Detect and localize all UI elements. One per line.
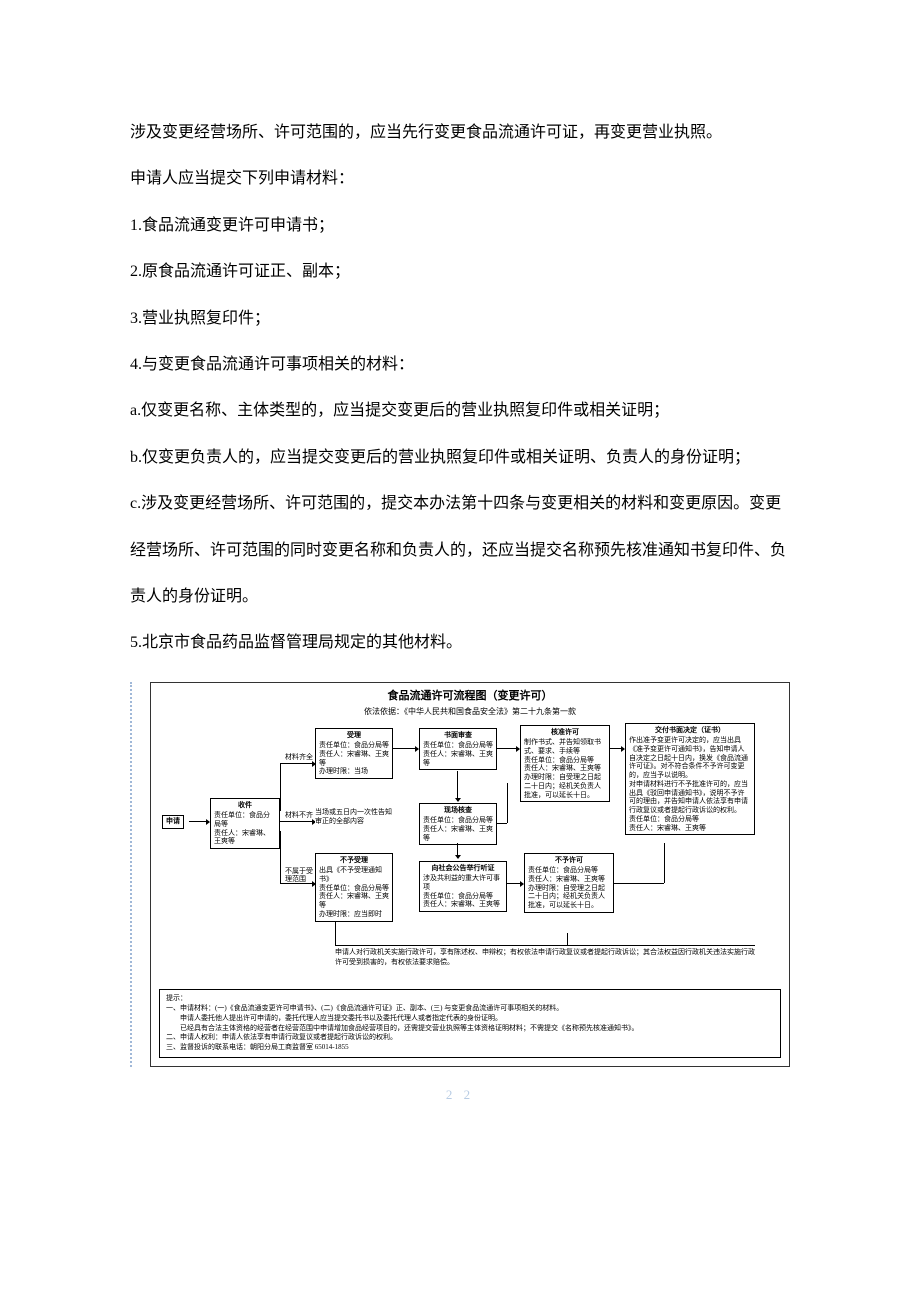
box-line: 责任人：宋睿琳、王爽等 [319, 892, 389, 909]
arrow [189, 821, 209, 822]
box-title: 不予受理 [319, 856, 389, 865]
document-body: 涉及变更经营场所、许可范围的，应当先行变更食品流通许可证，再变更营业执照。 申请… [130, 110, 790, 667]
paragraph: 申请人应当提交下列申请材料： [130, 156, 790, 202]
arrow [457, 771, 458, 801]
paragraph: 5.北京市食品药品监督管理局规定的其他材料。 [130, 620, 790, 666]
box-line: 责任单位：食品分局等 [423, 741, 493, 749]
box-line: 责任单位：食品分局等 [524, 756, 594, 764]
box-title: 交付书面决定（证书） [629, 726, 751, 735]
flowchart: 食品流通许可流程图（变更许可） 依法依据：《中华人民共和国食品安全法》第二十九条… [150, 682, 790, 1067]
paragraph: a.仅变更名称、主体类型的，应当提交变更后的营业执照复印件或相关证明； [130, 388, 790, 434]
arrow [497, 748, 519, 749]
box-doc-review: 书面审查 责任单位：食品分局等 责任人：宋睿琳、王爽等 [419, 728, 497, 770]
box-line: 责任单位：食品分局等 [629, 815, 699, 823]
flowchart-bottom-note: 申请人对行政机关实施行政许可，享有陈述权、申辩权；有权依法申请行政复议或者提起行… [335, 945, 755, 968]
line [567, 933, 568, 945]
box-line: 制作书式、并告知领取书式、要求、手续等 [524, 738, 601, 755]
arrow [610, 748, 624, 749]
box-title: 核准许可 [524, 728, 606, 737]
box-title: 受理 [319, 731, 389, 740]
arrow [305, 763, 315, 764]
box-line: 作出准予变更许可决定的，应当出具《准予变更许可通知书》，告知申请人自决定之日起十… [629, 736, 748, 779]
line [614, 883, 664, 884]
notes-line: 申请人委托他人提出许可申请的，委托代理人应当提交委托书以及委托代理人或者指定代表… [166, 1014, 774, 1024]
box-line: 办理时限：自受理之日起二十日内；经机关负责人批准，可以延长十日。 [528, 884, 605, 910]
box-line: 责任人：宋睿琳、王爽等 [629, 824, 706, 832]
box-accept: 受理 责任单位：食品分局等 责任人：宋睿琳、王爽等 办理时限：当场 [315, 728, 393, 779]
edge-label: 材料不齐 [285, 811, 313, 821]
line [507, 783, 508, 823]
box-line: 责任单位：食品分局等 [319, 884, 389, 892]
edge-label: 当场或五日内一次性告知审正的全部内容 [315, 808, 393, 825]
flowchart-container: 食品流通许可流程图（变更许可） 依法依据：《中华人民共和国食品安全法》第二十九条… [130, 682, 790, 1067]
flowchart-subtitle: 依法依据：《中华人民共和国食品安全法》第二十九条第一款 [157, 706, 783, 717]
line [497, 823, 507, 824]
notes-line: 一、申请材料：(一)《食品流通变更许可申请书》、(二)《食品流通许可证》正、副本… [166, 1004, 774, 1014]
box-approve: 核准许可 制作书式、并告知领取书式、要求、手续等 责任单位：食品分局等 责任人：… [520, 725, 610, 802]
box-line: 对申请材料进行不予批准许可的，应当出具《驳回申请通知书》，说明不予许可的理由，并… [629, 780, 748, 814]
edge-label: 不属于受理范围 [285, 868, 315, 883]
box-line: 责任人：宋睿琳、王爽等 [524, 764, 601, 772]
box-line: 责任单位：食品分局等 [319, 741, 389, 749]
box-line: 责任人：宋睿琳、王爽等 [528, 875, 605, 883]
box-line: 办理时限：应当即时 [319, 910, 382, 918]
paragraph: 涉及变更经营场所、许可范围的，应当先行变更食品流通许可证，再变更营业执照。 [130, 110, 790, 156]
paragraph: 3.营业执照复印件； [130, 296, 790, 342]
box-title: 向社会公告举行听证 [423, 864, 503, 873]
box-line: 办理时限：当场 [319, 767, 368, 775]
paragraph: 1.食品流通变更许可申请书； [130, 203, 790, 249]
box-line: 责任单位：食品分局等 [528, 866, 598, 874]
flowchart-notes: 提示： 一、申请材料：(一)《食品流通变更许可申请书》、(二)《食品流通许可证》… [159, 989, 781, 1058]
notes-head: 提示： [166, 994, 774, 1004]
flowchart-title: 食品流通许可流程图（变更许可） [157, 689, 783, 704]
box-line: 责任单位：食品分局等 [423, 816, 493, 824]
paragraph: c.涉及变更经营场所、许可范围的，提交本办法第十四条与变更相关的材料和变更原因。… [130, 481, 790, 620]
box-title: 收件 [214, 801, 276, 810]
page-number: 2 2 [130, 1087, 790, 1103]
line [664, 843, 665, 883]
box-line: 责任单位：食品分局等 [214, 811, 270, 828]
box-title: 书面审查 [423, 731, 493, 740]
paragraph: b.仅变更负责人的，应当提交变更后的营业执照复印件或相关证明、负责人的身份证明； [130, 435, 790, 481]
box-line: 责任人：宋睿琳、王爽等 [214, 829, 270, 846]
notes-line: 三、监督投诉的联系电话：朝阳分局工商监督室 65014-1855 [166, 1043, 774, 1053]
arrow [507, 883, 523, 884]
box-title: 不予许可 [528, 856, 610, 865]
box-line: 责任单位：食品分局等 [423, 892, 493, 900]
arrow [280, 883, 315, 884]
apply-label: 申请 [162, 815, 184, 829]
flowchart-grid: 申请 收件 责任单位：食品分局等 责任人：宋睿琳、王爽等 材料齐全 材料不齐 受… [157, 723, 783, 983]
box-no-accept: 不予受理 出具《不予受理通知书》 责任单位：食品分局等 责任人：宋睿琳、王爽等 … [315, 853, 393, 921]
arrow [457, 843, 458, 858]
box-line: 涉及共利益的重大许可事项 [423, 874, 500, 891]
box-line: 责任人：宋睿琳、王爽等 [319, 750, 389, 767]
notes-line: 已经具有合法主体资格的经营者在经营范围中申请增加食品经营项目的，还需提交营业执照… [166, 1024, 774, 1034]
arrow [280, 821, 315, 822]
box-receive: 收件 责任单位：食品分局等 责任人：宋睿琳、王爽等 [210, 798, 280, 849]
box-line: 办理时限：自受理之日起二十日内；经机关负责人批准，可以延长十日。 [524, 773, 601, 799]
box-site-check: 现场核查 责任单位：食品分局等 责任人：宋睿琳、王爽等 [419, 803, 497, 845]
box-reject: 不予许可 责任单位：食品分局等 责任人：宋睿琳、王爽等 办理时限：自受理之日起二… [524, 853, 614, 913]
box-line: 责任人：宋睿琳、王爽等 [423, 900, 500, 908]
box-hearing: 向社会公告举行听证 涉及共利益的重大许可事项 责任单位：食品分局等 责任人：宋睿… [419, 861, 507, 912]
box-line: 责任人：宋睿琳、王爽等 [423, 750, 493, 767]
line [280, 763, 281, 811]
paragraph: 4.与变更食品流通许可事项相关的材料： [130, 342, 790, 388]
box-title: 现场核查 [423, 806, 493, 815]
arrow [393, 748, 418, 749]
box-cert: 交付书面决定（证书） 作出准予变更许可决定的，应当出具《准予变更许可通知书》，告… [625, 723, 755, 835]
box-line: 责任人：宋睿琳、王爽等 [423, 825, 493, 842]
edge-label: 材料齐全 [285, 753, 313, 763]
box-line: 出具《不予受理通知书》 [319, 866, 382, 883]
notes-line: 二、申请人权利：申请人依法享有申请行政复议或者提起行政诉讼的权利。 [166, 1033, 774, 1043]
paragraph: 2.原食品流通许可证正、副本； [130, 249, 790, 295]
line [280, 831, 281, 883]
line [335, 921, 336, 945]
